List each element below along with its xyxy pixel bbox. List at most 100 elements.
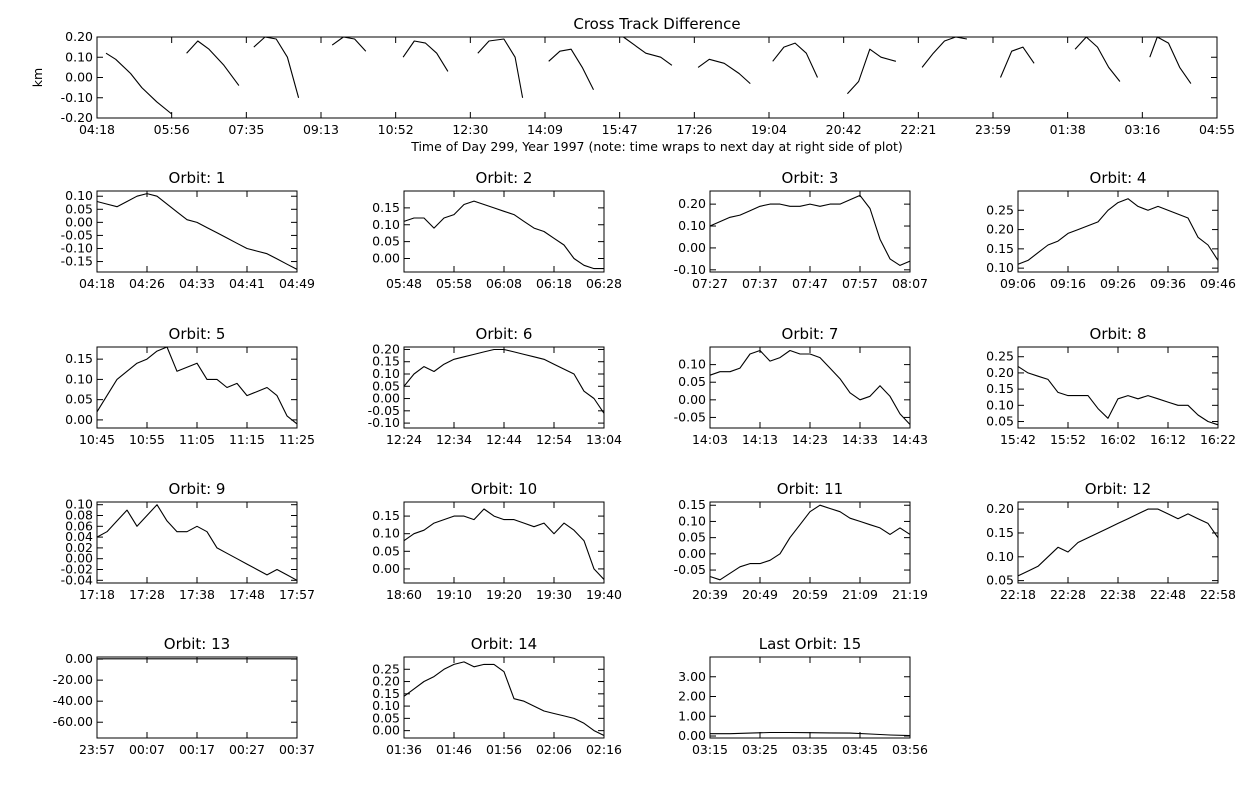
plot-frame <box>403 501 605 584</box>
data-trace <box>999 46 1035 78</box>
y-tick-label: 0.05 <box>65 392 93 407</box>
data-trace <box>403 200 604 270</box>
y-tick-label: 0.15 <box>372 686 400 701</box>
y-tick-label: 0.00 <box>65 70 93 85</box>
y-tick-label: -0.05 <box>674 409 706 424</box>
x-tick-label: 05:58 <box>436 276 472 291</box>
x-tick-label: 16:02 <box>1100 432 1136 447</box>
plot-frame <box>403 656 605 739</box>
y-tick-label: 0.10 <box>372 366 400 381</box>
plot-frame <box>709 656 911 739</box>
x-tick-label: 05:48 <box>386 276 422 291</box>
y-tick-label: 0.15 <box>65 351 93 366</box>
x-tick-label: 19:30 <box>536 587 572 602</box>
y-tick-label: 0.15 <box>372 508 400 523</box>
orbit-panel: Orbit: 9 0.100.080.060.040.020.00-0.02-0.… <box>61 480 315 602</box>
y-tick-label: 0.10 <box>372 526 400 541</box>
x-tick-label: 17:28 <box>129 587 165 602</box>
x-tick-label: 08:07 <box>892 276 928 291</box>
panel-title: Orbit: 1 <box>169 169 226 187</box>
data-trace <box>403 348 605 414</box>
x-tick-label: 12:30 <box>452 122 488 137</box>
x-tick-label: 20:42 <box>826 122 862 137</box>
x-tick-label: 19:20 <box>486 587 522 602</box>
x-tick-label: 17:18 <box>79 587 115 602</box>
panel-title: Last Orbit: 15 <box>759 635 861 653</box>
x-tick-label: 10:52 <box>378 122 414 137</box>
panel-title: Orbit: 12 <box>1085 480 1151 498</box>
data-trace <box>846 48 897 95</box>
y-tick-label: 0.08 <box>65 508 93 523</box>
orbit-panel: Orbit: 5 0.15 0.10 0.05 0.00 10:45 10:55 11:05 1… <box>65 325 315 447</box>
x-tick-label: 06:18 <box>536 276 572 291</box>
y-tick-label: 1.00 <box>678 708 706 723</box>
data-trace <box>403 661 605 736</box>
x-tick-label: 22:38 <box>1100 587 1136 602</box>
plot-frame <box>403 346 605 429</box>
x-tick-label: 10:55 <box>129 432 165 447</box>
x-tick-label: 14:03 <box>692 432 728 447</box>
x-tick-label: 16:22 <box>1200 432 1236 447</box>
x-tick-label: 04:41 <box>229 276 265 291</box>
y-tick-label: 0.20 <box>986 222 1014 237</box>
y-tick-label: 0.00 <box>678 546 706 561</box>
data-trace <box>1017 365 1219 426</box>
x-tick-label: 02:06 <box>536 742 572 757</box>
y-tick-label: -0.10 <box>61 240 93 255</box>
x-tick-label: 07:57 <box>842 276 878 291</box>
y-tick-label: 0.05 <box>65 201 93 216</box>
y-tick-label: -0.10 <box>674 262 706 277</box>
y-tick-label: 0.05 <box>372 378 400 393</box>
x-tick-label: 14:23 <box>792 432 828 447</box>
x-tick-label: 00:27 <box>229 742 265 757</box>
panel-title: Orbit: 8 <box>1090 325 1147 343</box>
y-tick-label: 0.00 <box>65 214 93 229</box>
y-tick-label: 0.10 <box>65 49 93 64</box>
x-tick-label: 22:48 <box>1150 587 1186 602</box>
y-tick-label: -0.02 <box>61 562 93 577</box>
y-tick-label: -0.04 <box>61 572 93 587</box>
x-tick-label: 14:33 <box>842 432 878 447</box>
plot-frame <box>96 656 298 739</box>
data-trace <box>477 38 524 98</box>
y-tick-label: 0.10 <box>678 357 706 372</box>
y-tick-label: 0.05 <box>986 573 1014 588</box>
x-tick-label: 01:46 <box>436 742 472 757</box>
x-tick-label: 19:40 <box>586 587 622 602</box>
y-tick-label: 0.20 <box>986 365 1014 380</box>
plot-frame <box>709 346 911 429</box>
y-tick-label: 0.00 <box>678 728 706 743</box>
x-tick-label: 03:35 <box>792 742 828 757</box>
panel-title: Orbit: 7 <box>782 325 839 343</box>
y-tick-label: 0.05 <box>372 710 400 725</box>
data-trace <box>623 36 673 66</box>
x-tick-label: 17:26 <box>676 122 712 137</box>
y-tick-label: -40.00 <box>53 693 93 708</box>
x-tick-label: 13:04 <box>586 432 622 447</box>
orbit-panel: Orbit: 14 0.250.200.150.100.050.00 01:36 01… <box>372 635 622 757</box>
y-tick-label: 0.10 <box>986 397 1014 412</box>
y-tick-label: -0.05 <box>368 403 400 418</box>
x-tick-label: 04:49 <box>279 276 315 291</box>
y-axis-label: km <box>30 68 45 87</box>
orbit-panel: Orbit: 6 0.200.150.100.050.00-0.05-0.10 12… <box>368 325 622 447</box>
x-tick-label: 03:15 <box>692 742 728 757</box>
data-trace <box>709 349 911 425</box>
x-tick-label: 15:52 <box>1050 432 1086 447</box>
x-tick-label: 11:05 <box>179 432 215 447</box>
x-tick-label: 04:18 <box>79 276 115 291</box>
orbit-panel: Orbit: 7 0.10 0.05 0.00 -0.05 14:03 14:13 14:23… <box>674 325 928 447</box>
y-tick-label: 0.20 <box>678 196 706 211</box>
x-tick-label: 18:60 <box>386 587 422 602</box>
data-trace <box>772 42 818 78</box>
y-tick-label: 0.05 <box>986 414 1014 429</box>
x-tick-label: 21:09 <box>842 587 878 602</box>
x-tick-label: 23:59 <box>975 122 1011 137</box>
y-tick-label: 0.25 <box>986 349 1014 364</box>
x-tick-label: 02:16 <box>586 742 622 757</box>
panel-title: Cross Track Difference <box>573 15 740 33</box>
y-tick-label: 0.00 <box>678 392 706 407</box>
